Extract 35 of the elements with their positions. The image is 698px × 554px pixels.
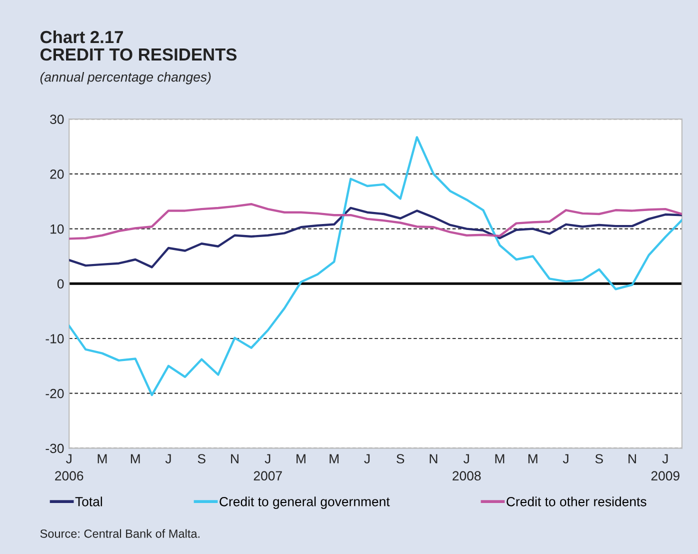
x-tick-label: M	[98, 454, 107, 464]
x-tick-label: M	[296, 454, 306, 464]
x-tick-label: S	[595, 454, 603, 464]
chart-subtitle: (annual percentage changes)	[40, 72, 211, 84]
legend-label: Total	[75, 496, 102, 506]
x-tick-label: N	[231, 454, 238, 464]
x-tick-label: J 2006	[55, 454, 84, 481]
x-tick-label: J 2009	[651, 454, 680, 481]
line-series	[69, 206, 682, 268]
x-tick-label: M	[330, 454, 339, 464]
y-tick-label: 0	[57, 279, 64, 289]
x-tick-label: S	[198, 454, 206, 464]
y-tick-label: -10	[46, 334, 64, 344]
line-series	[69, 203, 682, 240]
y-tick-label: 20	[50, 170, 64, 179]
x-tick-label: S	[396, 454, 404, 464]
x-tick-label: N	[430, 454, 438, 464]
x-tick-label: M	[528, 454, 538, 464]
y-tick-label: -30	[46, 444, 64, 454]
x-tick-label: J	[165, 454, 171, 464]
legend-label: Credit to general government	[220, 496, 390, 509]
y-tick-label: 10	[50, 224, 64, 234]
x-tick-label: J	[562, 454, 568, 464]
x-tick-label: J 2007	[254, 454, 282, 481]
line-series	[69, 136, 682, 396]
y-tick-label: 30	[50, 114, 64, 124]
y-tick-label: -20	[46, 388, 64, 398]
x-tick-label: N	[628, 454, 636, 464]
chart-title: Chart 2.17 CREDIT TO RESIDENTS	[40, 30, 237, 61]
legend-label: Credit to other residents	[506, 496, 646, 506]
x-tick-label: J 2008	[452, 454, 481, 481]
x-tick-label: M	[130, 454, 140, 464]
source-note: Source: Central Bank of Malta.	[40, 529, 200, 538]
x-tick-label: J	[364, 454, 370, 464]
x-tick-label: M	[495, 454, 504, 464]
